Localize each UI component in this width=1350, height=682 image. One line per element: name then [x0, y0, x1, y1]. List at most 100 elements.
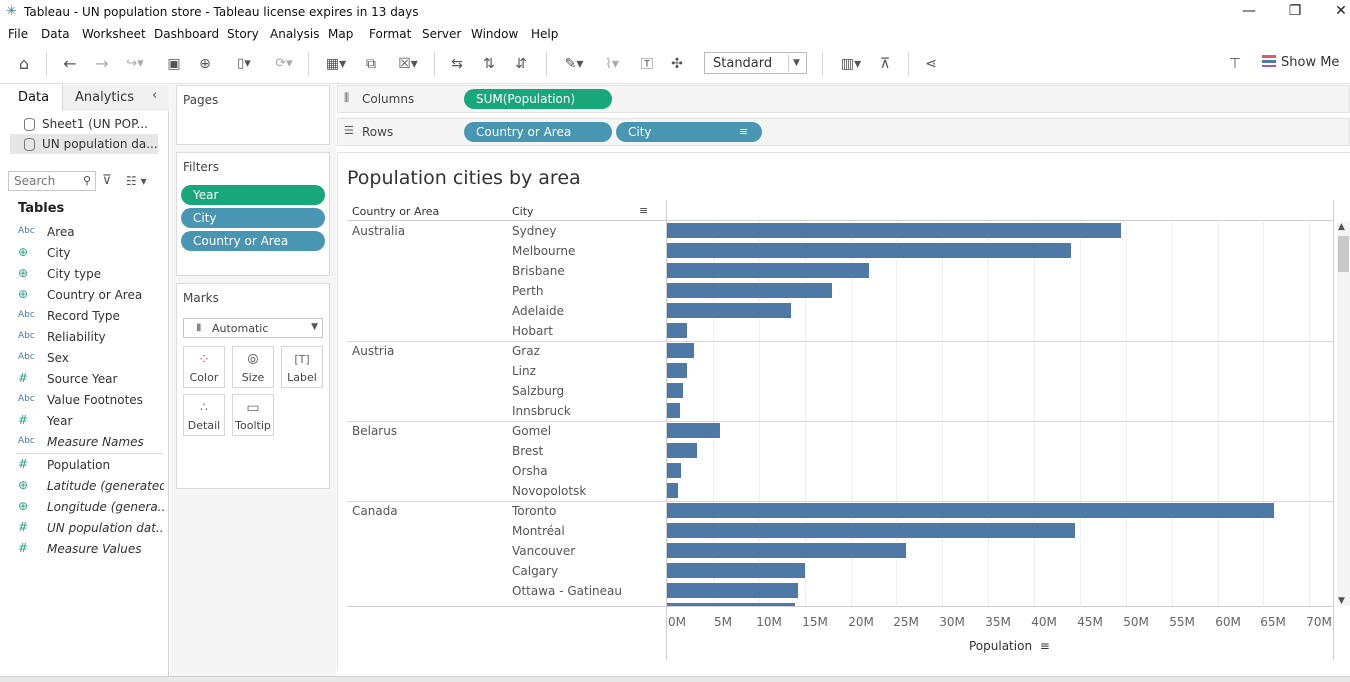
bar-calgary[interactable]: [667, 563, 805, 578]
menu-format[interactable]: Format: [369, 27, 412, 41]
city-label[interactable]: Hobart: [512, 324, 553, 338]
rows-shelf[interactable]: ☰ Rows Country or Area City ≡: [337, 118, 1350, 146]
replay-icon[interactable]: ↪▾: [126, 56, 144, 71]
collapse-icon[interactable]: ‹: [152, 88, 158, 103]
label-button[interactable]: [T] Label: [281, 346, 323, 388]
duplicate-icon[interactable]: ⧉: [366, 56, 376, 72]
bar-innsbruck[interactable]: [667, 403, 680, 418]
bar-salzburg[interactable]: [667, 383, 683, 398]
bar-montr-al[interactable]: [667, 523, 1075, 538]
field-item[interactable]: Abc Measure Names: [18, 434, 164, 455]
datasource-item-selected[interactable]: UN population da...: [10, 134, 158, 154]
field-item[interactable]: ⊕ City type: [18, 266, 164, 287]
bar-linz[interactable]: [667, 363, 687, 378]
home-icon[interactable]: ⌂: [18, 54, 30, 73]
city-label[interactable]: Linz: [512, 364, 536, 378]
close-button[interactable]: ✕: [1335, 3, 1347, 19]
bar-brest[interactable]: [667, 443, 697, 458]
show-labels-icon[interactable]: 🅃: [640, 57, 653, 71]
new-datasource-icon[interactable]: ⊕: [199, 56, 211, 72]
bar-toronto[interactable]: [667, 503, 1274, 518]
pages-card[interactable]: Pages: [176, 85, 330, 145]
city-label[interactable]: Toronto: [512, 504, 557, 518]
field-item[interactable]: ⊕ City: [18, 245, 164, 266]
search-input[interactable]: [9, 172, 79, 190]
undo-icon[interactable]: ←: [63, 54, 77, 73]
axis-title[interactable]: Population ≡: [969, 639, 1050, 653]
city-label[interactable]: Calgary: [512, 564, 559, 578]
menu-story[interactable]: Story: [227, 27, 259, 41]
bar-gomel[interactable]: [667, 423, 720, 438]
highlight-icon[interactable]: ✎▾: [564, 56, 584, 72]
country-header[interactable]: Austria: [352, 344, 395, 358]
country-header[interactable]: Canada: [352, 504, 398, 518]
header-sort-icon[interactable]: ≡: [639, 204, 649, 217]
bar-graz[interactable]: [667, 343, 694, 358]
color-button[interactable]: ⁘ Color: [183, 346, 225, 388]
bar-partial[interactable]: [667, 603, 795, 606]
filter-icon[interactable]: ⊽: [102, 173, 112, 188]
field-item[interactable]: # Year: [18, 413, 164, 434]
city-label[interactable]: Brisbane: [512, 264, 565, 278]
tab-data[interactable]: Data: [0, 85, 62, 111]
filter-pill-country[interactable]: Country or Area: [181, 231, 325, 251]
field-item[interactable]: ⊕ Country or Area: [18, 287, 164, 308]
filter-pill-year[interactable]: Year: [181, 185, 325, 205]
view-options-icon[interactable]: ☷ ▾: [126, 174, 147, 188]
filter-pill-city[interactable]: City: [181, 208, 325, 228]
bar-ottawa-gatineau[interactable]: [667, 583, 798, 598]
menu-data[interactable]: Data: [41, 27, 70, 41]
presentation-mode-icon[interactable]: ⊼: [879, 56, 891, 72]
city-label[interactable]: Graz: [512, 344, 540, 358]
field-item[interactable]: Abc Area: [18, 224, 164, 245]
detail-button[interactable]: ∴ Detail: [183, 394, 225, 436]
city-label[interactable]: Montréal: [512, 524, 565, 538]
bar-sydney[interactable]: [667, 223, 1121, 238]
bar-melbourne[interactable]: [667, 243, 1071, 258]
fit-dropdown[interactable]: Standard ▼: [704, 52, 807, 74]
scroll-down-icon[interactable]: ▼: [1338, 596, 1345, 606]
columns-pill-population[interactable]: SUM(Population): [464, 89, 612, 109]
bar-hobart[interactable]: [667, 323, 687, 338]
city-label[interactable]: Gomel: [512, 424, 552, 438]
field-item[interactable]: # Population: [18, 457, 164, 478]
field-item[interactable]: # Source Year: [18, 371, 164, 392]
city-label[interactable]: Innsbruck: [512, 404, 571, 418]
city-label[interactable]: Orsha: [512, 464, 548, 478]
city-label[interactable]: Novopolotsk: [512, 484, 587, 498]
tooltip-button[interactable]: ▭ Tooltip: [232, 394, 274, 436]
restore-button[interactable]: ❐: [1288, 3, 1302, 19]
size-button[interactable]: ⦾ Size: [232, 346, 274, 388]
city-label[interactable]: Salzburg: [512, 384, 565, 398]
field-item[interactable]: Abc Reliability: [18, 329, 164, 350]
swap-icon[interactable]: ⇆: [451, 56, 463, 72]
group-icon[interactable]: ⌇▾: [605, 56, 619, 72]
show-cards-icon[interactable]: ▥▾: [840, 56, 862, 72]
bar-orsha[interactable]: [667, 463, 681, 478]
city-label[interactable]: Melbourne: [512, 244, 576, 258]
bar-brisbane[interactable]: [667, 263, 869, 278]
refresh-icon[interactable]: ⟳▾: [275, 56, 293, 71]
save-icon[interactable]: ▣: [167, 56, 181, 72]
field-item[interactable]: ⊕ Longitude (genera...: [18, 499, 164, 520]
pin-icon[interactable]: ✣: [671, 56, 683, 72]
sort-icon[interactable]: ≡: [739, 125, 749, 138]
minimize-button[interactable]: —: [1242, 3, 1256, 19]
share-icon[interactable]: ⋖: [925, 56, 937, 72]
field-item[interactable]: # UN population dat...: [18, 520, 164, 541]
sort-ascending-icon[interactable]: ⇅: [483, 56, 495, 72]
rows-pill-city[interactable]: City: [616, 122, 762, 142]
field-item[interactable]: Abc Record Type: [18, 308, 164, 329]
sort-descending-icon[interactable]: ⇵: [515, 56, 527, 72]
bar-adelaide[interactable]: [667, 303, 791, 318]
country-header[interactable]: Australia: [352, 224, 406, 238]
bar-vancouver[interactable]: [667, 543, 906, 558]
paint-roller-icon[interactable]: ⊤: [1228, 56, 1242, 72]
country-header[interactable]: Belarus: [352, 424, 398, 438]
axis-sort-icon[interactable]: ≡: [1035, 639, 1050, 653]
mark-type-dropdown[interactable]: ▮ Automatic ▼: [183, 318, 323, 338]
city-label[interactable]: Brest: [512, 444, 544, 458]
city-label[interactable]: Vancouver: [512, 544, 576, 558]
menu-analysis[interactable]: Analysis: [270, 27, 320, 41]
bar-novopolotsk[interactable]: [667, 483, 678, 498]
